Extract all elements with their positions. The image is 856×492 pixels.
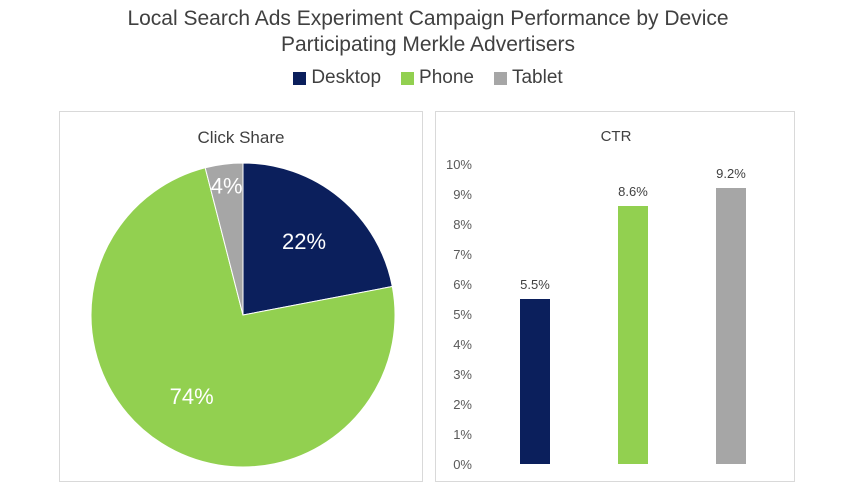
pie-chart: Click Share 22% 74% 4% — [90, 128, 396, 468]
pie-label-phone: 74% — [170, 384, 214, 409]
y-tick-label: 10% — [446, 157, 472, 172]
bar-desktop — [520, 299, 550, 464]
chart-title-line2: Participating Merkle Advertisers — [280, 33, 576, 56]
bar-phone — [618, 206, 648, 464]
legend-item-tablet: Tablet — [493, 67, 563, 89]
legend-swatch-tablet — [493, 71, 507, 85]
y-tick-label: 8% — [453, 217, 472, 232]
pie-chart-title: Click Share — [198, 128, 285, 147]
legend-label-phone: Phone — [419, 67, 474, 88]
y-tick-label: 0% — [453, 457, 472, 472]
y-tick-label: 2% — [453, 397, 472, 412]
pie-slice-desktop — [242, 162, 393, 316]
y-tick-label: 3% — [453, 367, 472, 382]
pie-label-tablet: 4% — [211, 173, 243, 198]
pie-slice-tablet — [204, 162, 244, 316]
bar-label-tablet: 9.2% — [716, 166, 746, 181]
y-tick-label: 5% — [453, 307, 472, 322]
legend-label-desktop: Desktop — [311, 67, 382, 88]
pie-slice-phone — [90, 167, 396, 468]
y-tick-label: 1% — [453, 427, 472, 442]
bar-label-phone: 8.6% — [618, 184, 648, 199]
bar-label-desktop: 5.5% — [520, 277, 550, 292]
pie-label-desktop: 22% — [282, 229, 326, 254]
y-tick-label: 7% — [453, 247, 472, 262]
bar-chart-title: CTR — [601, 128, 632, 145]
pie-chart-panel: Click Share 22% 74% 4% — [59, 111, 423, 482]
bar-chart-panel: CTR 0% 1% 2% 3% 4% 5% 6% 7% 8% 9% 10% 5.5% 8.6% 9.2% — [435, 111, 795, 482]
legend-swatch-phone — [401, 71, 415, 85]
legend-label-tablet: Tablet — [511, 67, 563, 88]
legend-swatch-desktop — [293, 71, 307, 85]
legend-item-phone: Phone — [401, 67, 474, 89]
y-tick-label: 6% — [453, 277, 472, 292]
bar-tablet — [716, 188, 746, 464]
y-tick-label: 9% — [453, 187, 472, 202]
chart-title-line1: Local Search Ads Experiment Campaign Per… — [127, 7, 729, 30]
legend: Desktop Phone Tablet — [0, 67, 856, 89]
legend-item-desktop: Desktop — [293, 67, 381, 89]
bar-chart: CTR 0% 1% 2% 3% 4% 5% 6% 7% 8% 9% 10% 5.5% 8.6% 9.2% — [446, 128, 746, 472]
y-tick-label: 4% — [453, 337, 472, 352]
